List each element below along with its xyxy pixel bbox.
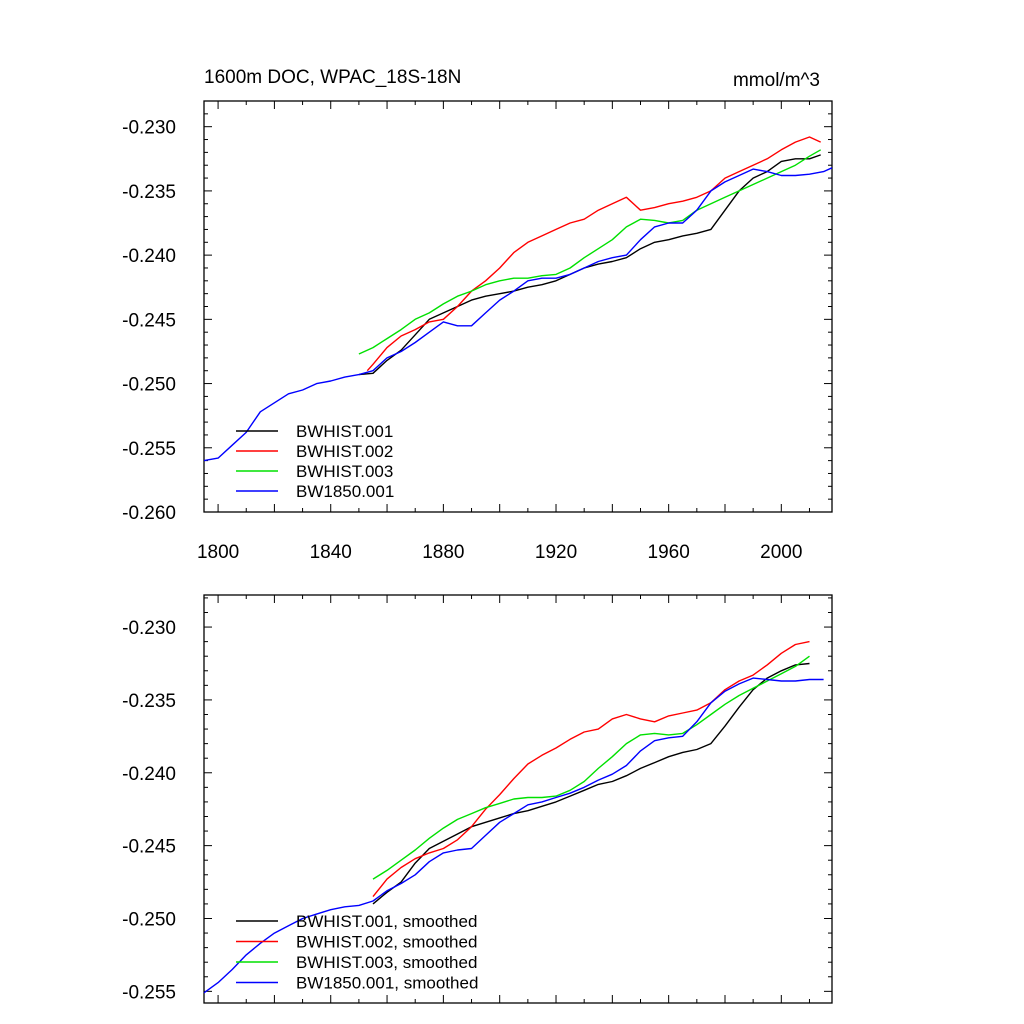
- plot-frame: [203, 594, 833, 1004]
- x-tick-label: 2000: [760, 542, 802, 563]
- y-tick-label: -0.235: [122, 691, 176, 712]
- y-tick-label: -0.250: [122, 909, 176, 930]
- y-tick-label: -0.240: [122, 764, 176, 785]
- y-tick-label: -0.250: [122, 375, 176, 396]
- x-tick-label: 1800: [197, 542, 239, 563]
- series-line-bwhist-001: [372, 662, 810, 905]
- legend-label: BWHIST.001: [296, 422, 393, 441]
- y-tick-label: -0.235: [122, 182, 176, 203]
- series-line-bwhist-002: [372, 640, 810, 898]
- chart-title-left: 1600m DOC, WPAC_18S-18N: [204, 67, 461, 88]
- legend-label: BW1850.001: [296, 482, 394, 501]
- y-tick-label: -0.245: [122, 837, 176, 858]
- x-tick-label: 1840: [310, 542, 352, 563]
- legend-label: BWHIST.003, smoothed: [296, 953, 477, 972]
- y-tick-label: -0.230: [122, 118, 176, 139]
- legend-label: BW1850.001, smoothed: [296, 974, 478, 993]
- series-line-bwhist-003: [358, 149, 822, 355]
- x-tick-label: 1920: [535, 542, 577, 563]
- legend-label: BWHIST.001, smoothed: [296, 912, 477, 931]
- series-line-bwhist-003: [372, 655, 810, 880]
- top-panel: 1800 1840 1880 1920 1960 2000 -0.260 -0.255 -0.2…: [122, 100, 833, 563]
- y-tick-label: -0.255: [122, 439, 176, 460]
- series-line-bw1850-001: [203, 677, 824, 994]
- legend-label: BWHIST.002, smoothed: [296, 933, 477, 952]
- legend-label: BWHIST.003: [296, 462, 393, 481]
- y-tick-label: -0.240: [122, 246, 176, 267]
- series-line-bw1850-001: [203, 167, 833, 462]
- series-line-bwhist-001: [358, 154, 821, 376]
- x-tick-label: 1880: [422, 542, 464, 563]
- y-tick-label: -0.255: [122, 982, 176, 1003]
- x-tick-label: 1960: [648, 542, 690, 563]
- series-line-bwhist-002: [366, 136, 821, 372]
- chart-title-right: mmol/m^3: [733, 70, 820, 91]
- legend-label: BWHIST.002: [296, 442, 393, 461]
- y-tick-label: -0.260: [122, 503, 176, 524]
- y-tick-label: -0.230: [122, 618, 176, 639]
- y-tick-label: -0.245: [122, 310, 176, 331]
- bottom-panel: -0.255 -0.250 -0.245 -0.240 -0.235 -0.230 BWHI…: [122, 594, 833, 1004]
